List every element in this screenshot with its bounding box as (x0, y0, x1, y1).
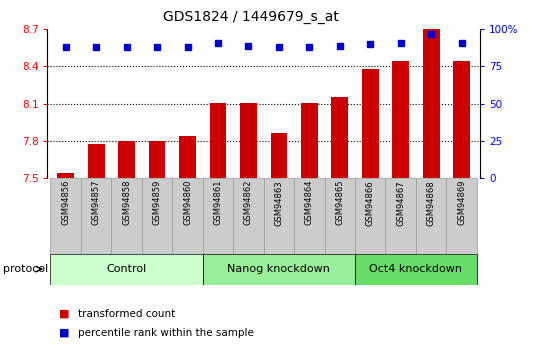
Text: GSM94868: GSM94868 (427, 180, 436, 226)
Bar (203, 254, 355, 285)
Text: GSM94859: GSM94859 (152, 180, 162, 225)
Text: Nanog knockdown: Nanog knockdown (228, 264, 330, 274)
Bar (148, 140, 165, 178)
Text: Control: Control (107, 264, 147, 274)
Bar (50, 178, 81, 254)
Text: GSM94858: GSM94858 (122, 180, 131, 225)
Bar (233, 178, 264, 254)
Text: GSM94857: GSM94857 (92, 180, 100, 225)
Bar (331, 97, 348, 178)
Bar (325, 178, 355, 254)
Bar (423, 29, 440, 178)
Text: GSM94863: GSM94863 (275, 180, 283, 226)
Text: GSM94856: GSM94856 (61, 180, 70, 225)
Text: GSM94867: GSM94867 (396, 180, 405, 226)
Bar (118, 140, 135, 178)
Bar (172, 178, 203, 254)
Bar (50, 254, 203, 285)
Bar (112, 178, 142, 254)
Bar (355, 254, 477, 285)
Bar (240, 104, 257, 178)
Text: GSM94865: GSM94865 (335, 180, 344, 225)
Bar (453, 61, 470, 178)
Text: transformed count: transformed count (78, 309, 175, 319)
Bar (446, 178, 477, 254)
Text: GSM94860: GSM94860 (183, 180, 192, 225)
Bar (355, 178, 386, 254)
Bar (88, 144, 104, 178)
Bar (386, 178, 416, 254)
Bar (210, 104, 227, 178)
Bar (203, 178, 233, 254)
Text: GSM94862: GSM94862 (244, 180, 253, 225)
Text: ■: ■ (59, 309, 69, 319)
Bar (416, 178, 446, 254)
Text: protocol: protocol (3, 264, 48, 274)
Text: GSM94861: GSM94861 (214, 180, 223, 225)
Text: GSM94869: GSM94869 (457, 180, 466, 225)
Bar (179, 136, 196, 178)
Bar (263, 178, 294, 254)
Bar (142, 178, 172, 254)
Text: ■: ■ (59, 328, 69, 338)
Bar (81, 178, 112, 254)
Bar (362, 69, 379, 178)
Text: GDS1824 / 1449679_s_at: GDS1824 / 1449679_s_at (163, 10, 339, 24)
Bar (392, 61, 409, 178)
Bar (57, 173, 74, 178)
Text: Oct4 knockdown: Oct4 knockdown (369, 264, 463, 274)
Text: GSM94864: GSM94864 (305, 180, 314, 225)
Bar (294, 178, 325, 254)
Text: GSM94866: GSM94866 (365, 180, 375, 226)
Text: percentile rank within the sample: percentile rank within the sample (78, 328, 254, 338)
Bar (301, 104, 318, 178)
Bar (271, 133, 287, 178)
